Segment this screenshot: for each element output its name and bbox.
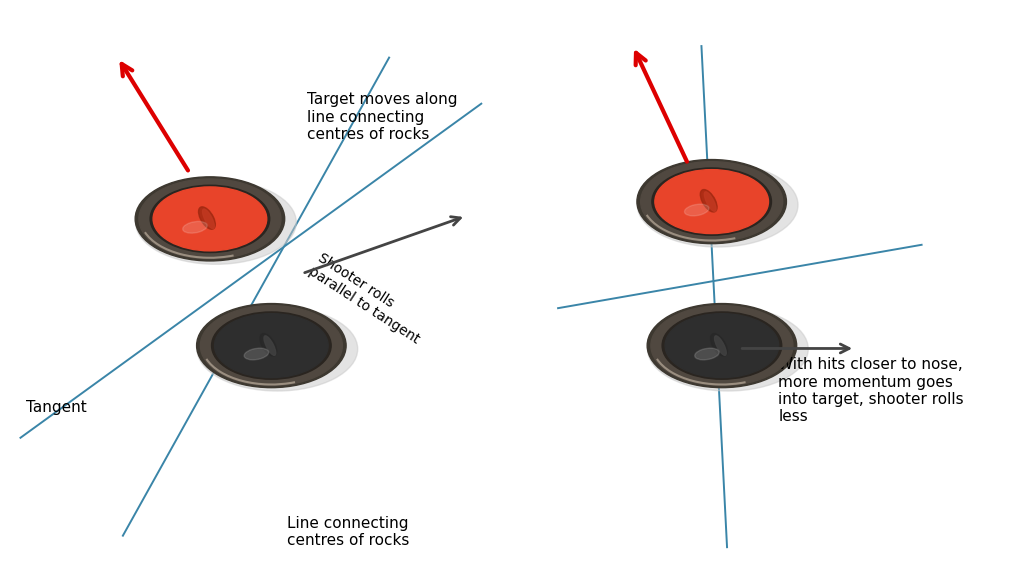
- Ellipse shape: [203, 209, 214, 229]
- Circle shape: [154, 187, 266, 251]
- Ellipse shape: [199, 207, 215, 229]
- Text: Line connecting
centres of rocks: Line connecting centres of rocks: [287, 516, 410, 548]
- Circle shape: [651, 306, 793, 385]
- Circle shape: [637, 160, 786, 244]
- Ellipse shape: [647, 307, 808, 391]
- Ellipse shape: [260, 334, 276, 356]
- Ellipse shape: [700, 190, 717, 212]
- Circle shape: [151, 185, 269, 252]
- Ellipse shape: [637, 163, 798, 247]
- Circle shape: [135, 177, 285, 261]
- Circle shape: [663, 312, 781, 379]
- Ellipse shape: [182, 221, 207, 233]
- Ellipse shape: [715, 336, 726, 355]
- Ellipse shape: [684, 204, 709, 216]
- Circle shape: [212, 312, 331, 379]
- Ellipse shape: [705, 192, 716, 211]
- Circle shape: [197, 304, 346, 388]
- Text: Shooter rolls
parallel to tangent: Shooter rolls parallel to tangent: [306, 251, 431, 346]
- Circle shape: [641, 162, 782, 241]
- Circle shape: [139, 179, 281, 259]
- Circle shape: [215, 314, 328, 377]
- Text: With hits closer to nose,
more momentum goes
into target, shooter rolls
less: With hits closer to nose, more momentum …: [778, 357, 964, 425]
- Circle shape: [647, 304, 797, 388]
- Ellipse shape: [197, 307, 357, 391]
- Ellipse shape: [244, 348, 268, 360]
- Ellipse shape: [711, 334, 727, 356]
- Text: Target moves along
line connecting
centres of rocks: Target moves along line connecting centr…: [307, 92, 458, 142]
- Ellipse shape: [694, 348, 719, 360]
- Circle shape: [201, 306, 342, 385]
- Text: Tangent: Tangent: [26, 400, 86, 415]
- Circle shape: [652, 168, 771, 235]
- Circle shape: [655, 170, 768, 233]
- Ellipse shape: [264, 336, 275, 355]
- Ellipse shape: [135, 180, 296, 264]
- Circle shape: [666, 314, 778, 377]
